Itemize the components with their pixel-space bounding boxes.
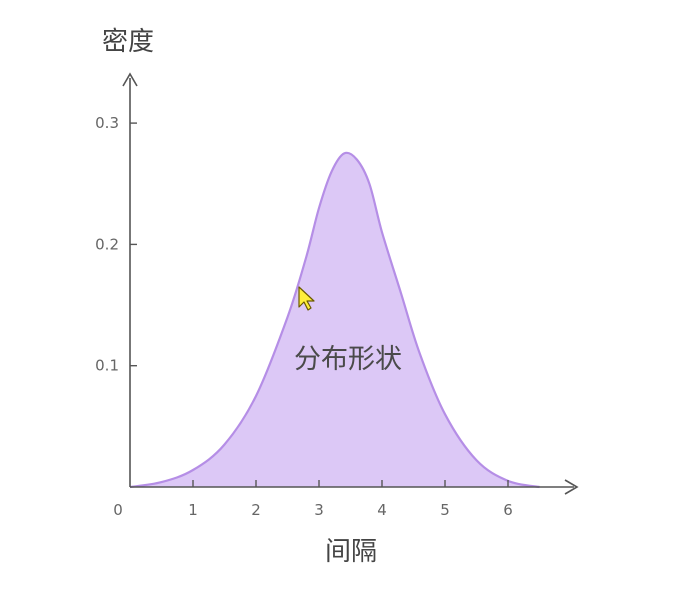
distribution-annotation: 分布形状 (294, 344, 402, 375)
y-axis-title: 密度 (102, 27, 154, 57)
x-ticks: 0 1 2 3 4 5 6 (113, 480, 513, 519)
density-curve (129, 151, 540, 489)
y-tick-label: 0.2 (95, 235, 119, 253)
x-tick-label: 0 (113, 501, 123, 519)
x-tick-label: 4 (377, 501, 387, 519)
x-tick-label: 6 (503, 501, 513, 519)
plot-area (129, 151, 540, 489)
x-tick-label: 1 (188, 501, 198, 519)
x-axis-arrow (564, 479, 579, 495)
y-tick-label: 0.3 (95, 114, 119, 132)
x-tick-label: 3 (314, 501, 324, 519)
x-tick-label: 5 (440, 501, 450, 519)
axes (122, 72, 579, 495)
y-ticks: 0.1 0.2 0.3 (95, 114, 137, 375)
y-axis-arrow (122, 72, 138, 87)
mouse-pointer-icon (298, 286, 315, 311)
y-tick-label: 0.1 (95, 357, 119, 375)
x-tick-label: 2 (251, 501, 261, 519)
density-area (130, 152, 540, 487)
x-axis-title: 间隔 (325, 537, 377, 567)
